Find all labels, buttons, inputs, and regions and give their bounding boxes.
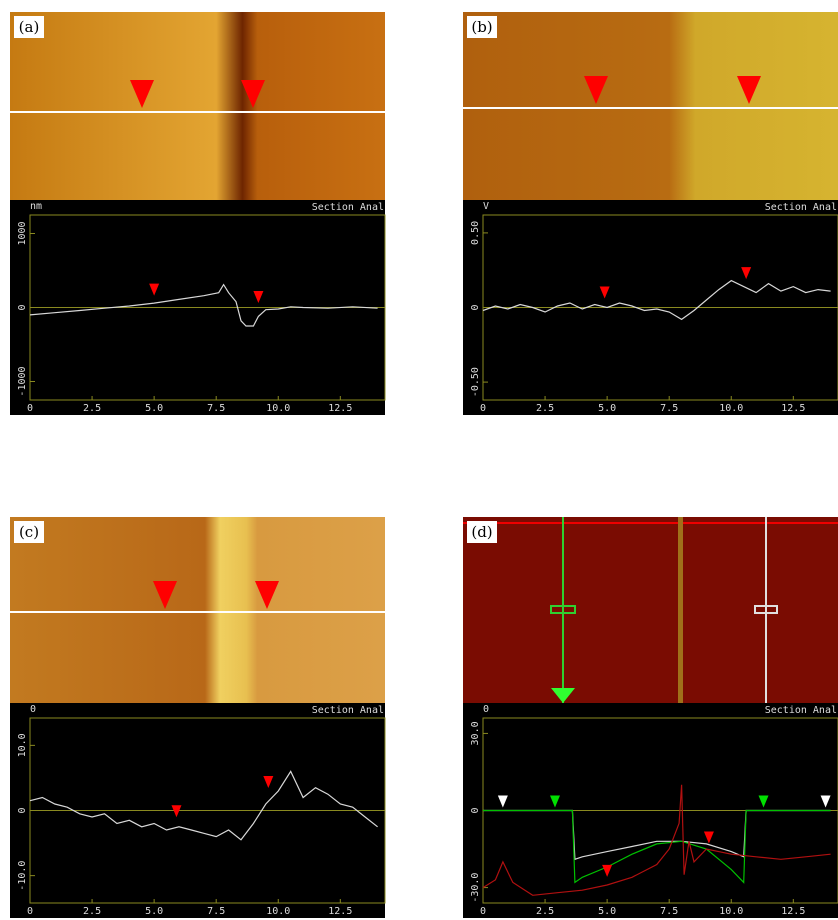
cursor-marker <box>599 286 610 299</box>
profile-line <box>482 279 831 321</box>
panel-label: (b) <box>471 18 492 36</box>
x-tick-label: 0 <box>480 906 486 917</box>
cursor-marker <box>253 291 264 304</box>
x-tick-label: 10.0 <box>719 906 743 917</box>
x-tick-label: 7.5 <box>660 906 678 917</box>
y-tick-label: 0 <box>17 304 28 310</box>
x-tick-label: 0 <box>27 403 33 414</box>
profile-line <box>483 809 831 884</box>
y-tick-label: -0.50 <box>470 367 481 397</box>
panel-label: (c) <box>19 523 39 541</box>
y-tick-label: -10.0 <box>17 861 28 891</box>
y-tick-label: 0.50 <box>470 221 481 245</box>
image-label-box <box>467 16 497 38</box>
profile-line <box>482 784 831 896</box>
image-label-box <box>14 16 44 38</box>
unit-label: 0 <box>30 704 36 715</box>
section-header: Section Anal <box>765 202 837 213</box>
cursor-marker <box>741 267 752 280</box>
y-tick-label: 30.0 <box>470 721 481 745</box>
image-c <box>10 517 385 703</box>
cursor-marker <box>549 795 560 808</box>
x-tick-label: 2.5 <box>536 403 554 414</box>
section-header: Section Anal <box>765 705 837 716</box>
section-header: Section Anal <box>312 202 384 213</box>
panel-label: (d) <box>471 523 492 541</box>
x-tick-label: 12.5 <box>328 403 352 414</box>
x-tick-label: 2.5 <box>536 906 554 917</box>
x-tick-label: 2.5 <box>83 906 101 917</box>
panel-label: (a) <box>19 18 40 36</box>
cursor-marker <box>758 795 769 808</box>
x-tick-label: 7.5 <box>660 403 678 414</box>
cursor-marker <box>497 795 508 808</box>
image-b <box>463 12 838 200</box>
unit-label: 0 <box>483 704 489 715</box>
y-tick-label: 0 <box>470 304 481 310</box>
section-header: Section Anal <box>312 705 384 716</box>
y-tick-label: -30.0 <box>470 873 481 903</box>
cursor-marker <box>171 805 182 818</box>
x-tick-label: 7.5 <box>207 403 225 414</box>
cursor-marker <box>149 283 160 296</box>
y-tick-label: 10.0 <box>17 733 28 757</box>
unit-label: V <box>483 201 489 212</box>
image-a <box>10 12 385 200</box>
image-d <box>463 517 838 703</box>
profile-line <box>29 283 378 327</box>
x-tick-label: 7.5 <box>207 906 225 917</box>
cursor-marker <box>703 831 714 844</box>
y-tick-label: -1000 <box>17 366 28 396</box>
cursor-marker <box>602 864 613 877</box>
x-tick-label: 10.0 <box>266 403 290 414</box>
x-tick-label: 0 <box>480 403 486 414</box>
unit-label: nm <box>30 201 42 212</box>
y-tick-label: 1000 <box>17 221 28 245</box>
x-tick-label: 5.0 <box>598 403 616 414</box>
profile-line <box>29 770 378 841</box>
y-tick-label: 0 <box>17 807 28 813</box>
x-tick-label: 10.0 <box>266 906 290 917</box>
x-tick-label: 5.0 <box>145 403 163 414</box>
x-tick-label: 0 <box>27 906 33 917</box>
x-tick-label: 5.0 <box>598 906 616 917</box>
x-tick-label: 12.5 <box>781 403 805 414</box>
x-tick-label: 12.5 <box>328 906 352 917</box>
x-tick-label: 5.0 <box>145 906 163 917</box>
image-label-box <box>14 521 44 543</box>
image-label-box <box>467 521 497 543</box>
cursor-marker <box>820 795 831 808</box>
x-tick-label: 10.0 <box>719 403 743 414</box>
cursor-marker <box>263 775 274 788</box>
y-tick-label: 0 <box>470 807 481 813</box>
x-tick-label: 2.5 <box>83 403 101 414</box>
x-tick-label: 12.5 <box>781 906 805 917</box>
